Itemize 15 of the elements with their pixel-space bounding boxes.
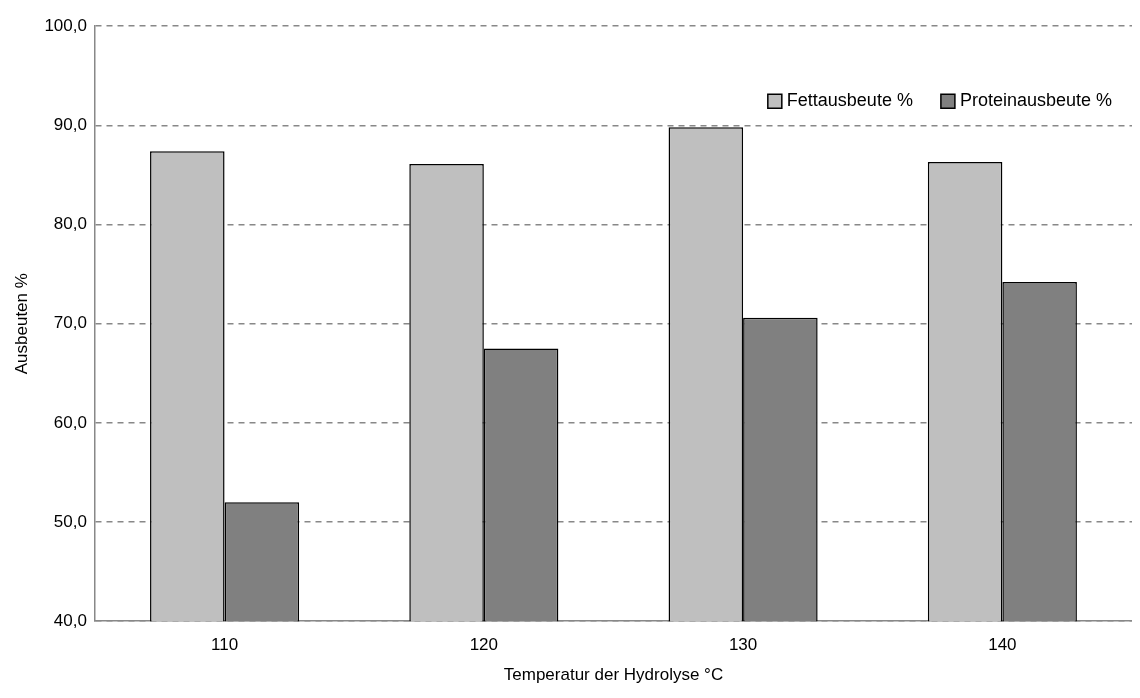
y-tick-label: 70,0 [53,313,87,333]
x-tick-label: 110 [211,635,239,655]
y-tick-label: 40,0 [53,610,87,630]
y-tick-label: 60,0 [53,412,87,432]
x-tick-label: 130 [728,635,758,655]
legend-label: Proteinausbeute % [959,90,1113,111]
y-tick-label: 100,0 [44,15,87,35]
legend-label: Fettausbeute % [786,90,913,111]
x-axis-title: Temperatur der Hydrolyse °C [503,665,724,685]
x-tick-label: 140 [988,635,1017,655]
x-tick-label: 120 [469,635,499,655]
y-tick-label: 90,0 [53,115,87,135]
y-axis-title: Ausbeuten % [11,273,31,375]
y-tick-label: 80,0 [53,214,87,234]
y-tick-label: 50,0 [53,511,87,531]
